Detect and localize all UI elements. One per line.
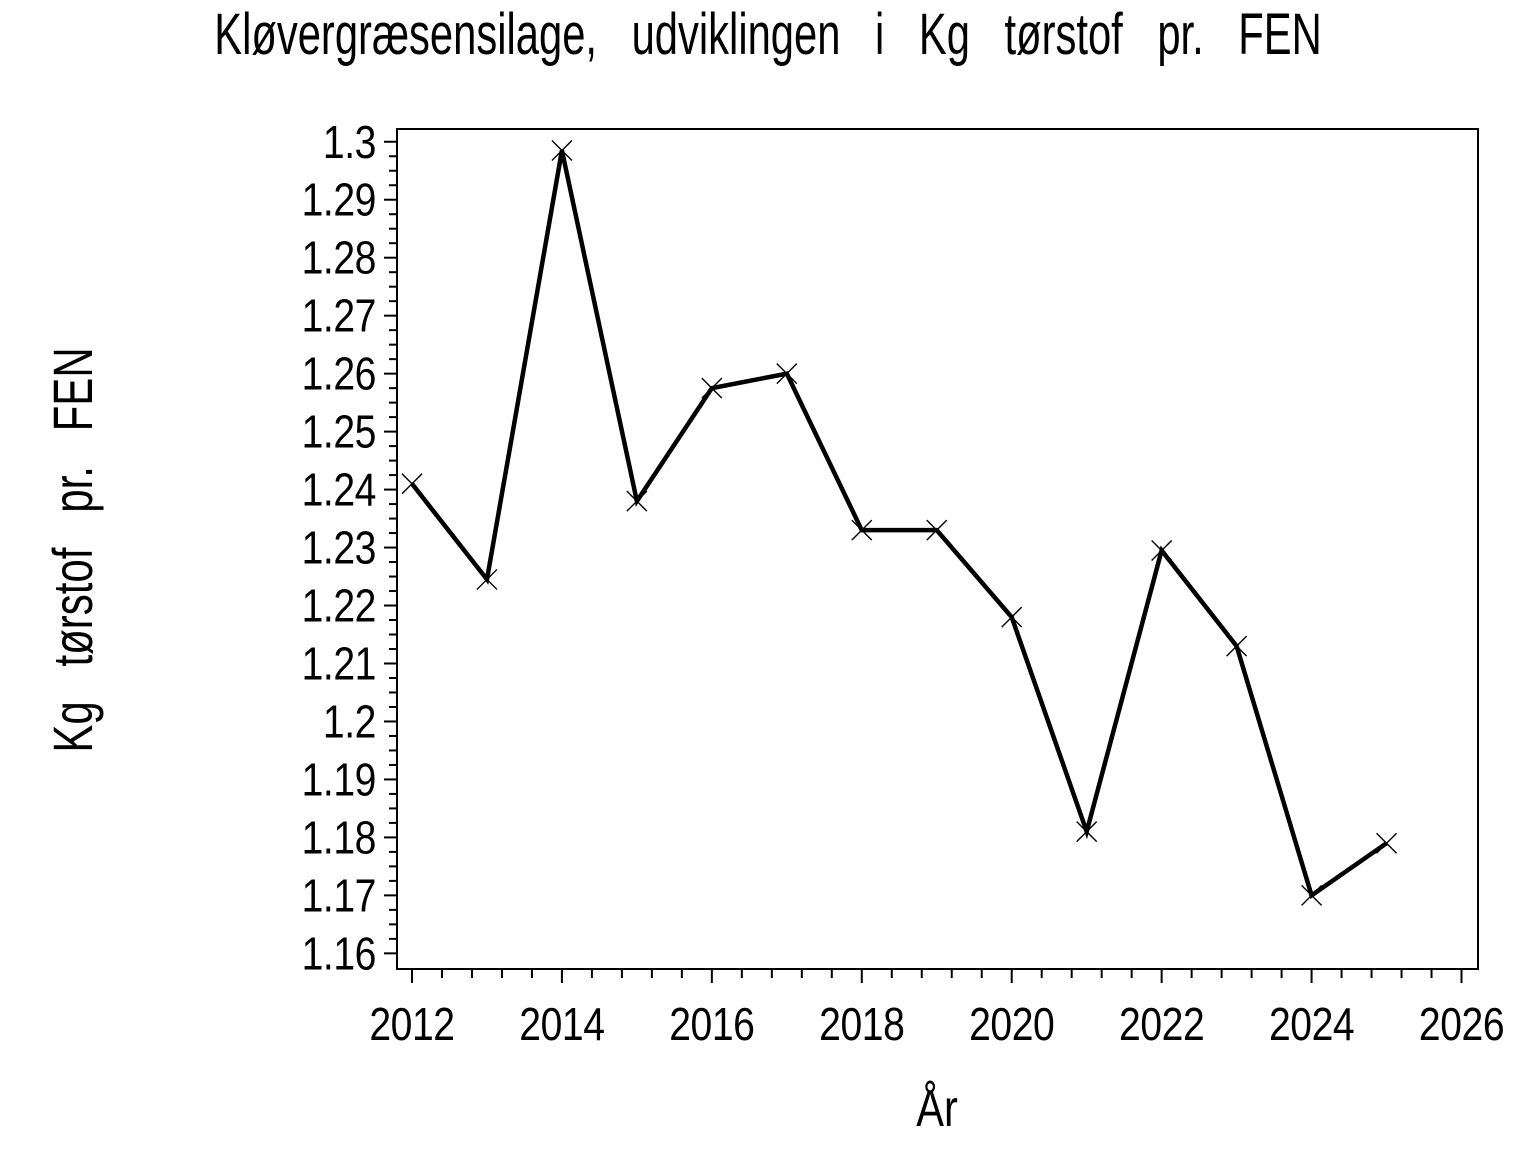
x-tick-label: 2012: [369, 999, 454, 1051]
y-tick-label: 1.23: [302, 523, 376, 575]
data-point-marker: [926, 519, 948, 541]
x-tick-label: 2014: [519, 999, 604, 1051]
data-point-marker: [476, 568, 498, 590]
x-tick-label: 2024: [1269, 999, 1354, 1051]
data-point-marker: [1301, 884, 1323, 906]
x-tick-label: 2026: [1419, 999, 1504, 1051]
data-point-marker: [1376, 832, 1398, 854]
x-tick-label: 2018: [819, 999, 904, 1051]
data-point-marker: [1001, 606, 1023, 628]
data-point-marker: [776, 363, 798, 385]
x-axis-label: År: [916, 1079, 958, 1138]
y-tick-label: 1.17: [302, 870, 376, 922]
y-tick-label: 1.21: [302, 639, 376, 691]
y-axis-label: Kg tørstof pr. FEN: [42, 347, 104, 752]
chart-title: Kløvergræsensilage, udviklingen i Kg tør…: [214, 1, 1322, 66]
data-point-marker: [851, 519, 873, 541]
data-point-markers: [401, 139, 1398, 906]
y-tick-label: 1.26: [302, 349, 376, 401]
y-tick-label: 1.16: [302, 928, 376, 980]
y-tick-label: 1.27: [302, 291, 376, 343]
y-tick-label: 1.24: [302, 465, 376, 517]
y-tick-label: 1.3: [323, 117, 376, 169]
data-point-marker: [1076, 821, 1098, 843]
data-point-marker: [1151, 539, 1173, 561]
data-point-marker: [701, 377, 723, 399]
y-tick-label: 1.22: [302, 581, 376, 633]
y-tick-label: 1.18: [302, 812, 376, 864]
y-tick-label: 1.19: [302, 754, 376, 806]
data-point-marker: [551, 139, 573, 161]
y-tick-label: 1.25: [302, 407, 376, 459]
data-point-marker: [401, 473, 423, 495]
y-axis-tick-labels: 1.16 1.17 1.18 1.191.2 1.21 1.22 1.23 1.24 1.25 1…: [302, 117, 377, 980]
x-axis-ticks: [410, 969, 1463, 983]
data-point-marker: [626, 490, 648, 512]
data-point-marker: [1226, 635, 1248, 657]
y-axis-ticks: [384, 140, 397, 955]
plot-area: 1.16 1.17 1.18 1.191.2 1.21 1.22 1.23 1.24 1.25 1…: [302, 117, 1505, 1051]
x-tick-label: 2016: [669, 999, 754, 1051]
x-tick-label: 2022: [1119, 999, 1204, 1051]
y-tick-label: 1.28: [302, 233, 376, 285]
y-tick-label: 1.29: [302, 175, 376, 227]
plot-frame: [396, 128, 1479, 970]
data-line: [410, 149, 1388, 899]
x-tick-label: 2020: [969, 999, 1054, 1051]
y-tick-label: 1.2: [323, 697, 376, 749]
x-axis-tick-labels: 2012 2014 2016 2018 2020 2022 2024 2026: [369, 999, 1504, 1051]
